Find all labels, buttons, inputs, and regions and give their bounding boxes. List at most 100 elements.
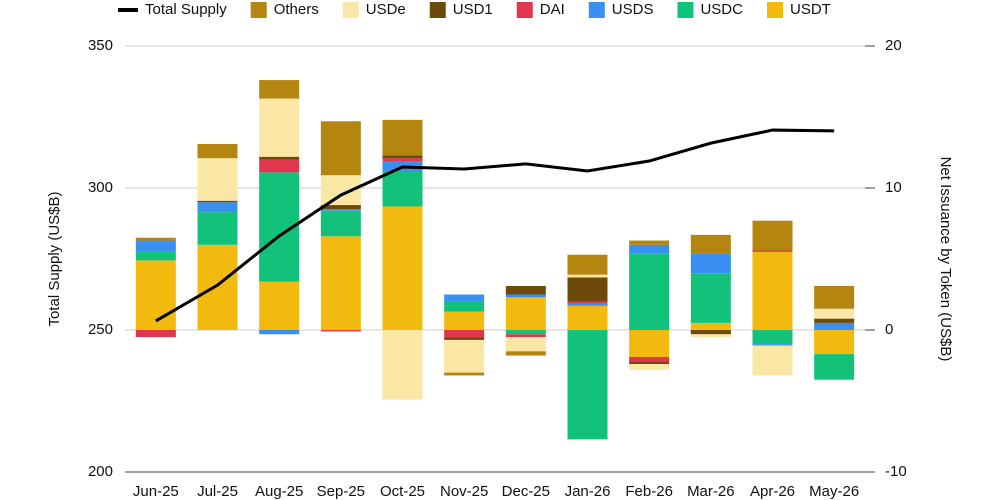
- line-series: [155, 128, 835, 323]
- bar-segment: [259, 159, 300, 173]
- legend-swatch: [588, 2, 605, 18]
- y2-tick-label: -10: [885, 463, 907, 480]
- x-tick-label: Nov-25: [440, 483, 488, 500]
- bar-segment: [505, 294, 546, 298]
- bar-segment: [444, 294, 485, 302]
- bar-segment: [814, 322, 855, 330]
- y-tick-label: 250: [88, 321, 113, 338]
- bar-segment: [382, 206, 423, 330]
- bar-segment: [629, 253, 670, 330]
- bar-segment: [814, 318, 855, 323]
- bar-segment: [567, 274, 608, 278]
- legend-label: USDC: [700, 1, 743, 18]
- bar-segment: [320, 121, 361, 176]
- x-tick-label: Jan-26: [565, 483, 611, 500]
- x-tick-label: Oct-25: [380, 483, 425, 500]
- bar-segment: [690, 322, 731, 330]
- bar-segment: [814, 330, 855, 355]
- bar-segment: [752, 250, 793, 252]
- bar-segment: [752, 330, 793, 345]
- bar-segment: [382, 155, 423, 159]
- bar-segment: [135, 260, 176, 330]
- bar-segment: [197, 158, 238, 201]
- legend-label: USDe: [366, 1, 406, 18]
- bar-segment: [629, 356, 670, 362]
- bar-segment: [444, 372, 485, 376]
- bar-segment: [690, 253, 731, 274]
- bar-segment: [752, 220, 793, 251]
- bar-segment: [259, 98, 300, 157]
- bar-segment: [814, 285, 855, 309]
- bar-segment: [629, 364, 670, 370]
- bar-segment: [752, 344, 793, 346]
- x-tick-label: May-26: [809, 483, 859, 500]
- bar-segment: [567, 301, 608, 304]
- bar-segment: [690, 234, 731, 254]
- x-tick-label: Apr-26: [750, 483, 795, 500]
- legend-swatch: [250, 2, 267, 18]
- bar-segment: [629, 240, 670, 245]
- bar-segment: [320, 209, 361, 211]
- legend-label: Others: [274, 1, 319, 18]
- legend-label: Total Supply: [145, 1, 227, 18]
- bar-segment: [505, 297, 546, 330]
- bar-segment: [382, 119, 423, 156]
- y-tick-label: 200: [88, 463, 113, 480]
- y-tick-label: 350: [88, 37, 113, 54]
- bar-segment: [567, 303, 608, 306]
- legend-swatch: [342, 2, 359, 18]
- bar-segment: [567, 330, 608, 440]
- x-tick-label: Dec-25: [502, 483, 550, 500]
- bar-segment: [690, 273, 731, 323]
- bar-segment: [320, 236, 361, 330]
- bar-segment: [259, 330, 300, 335]
- bar-segment: [505, 330, 546, 335]
- bar-segment: [320, 205, 361, 210]
- bar-segment: [320, 330, 361, 332]
- bar-segment: [259, 80, 300, 99]
- bar-segment: [505, 337, 546, 352]
- bar-segment: [197, 244, 238, 330]
- bar-segment: [197, 202, 238, 213]
- x-tick-label: Jul-25: [197, 483, 238, 500]
- y2-axis-label: Net Issuance by Token (US$B): [937, 157, 954, 362]
- bar-segment: [629, 361, 670, 365]
- bar-segment: [505, 334, 546, 338]
- bar-segment: [567, 254, 608, 275]
- legend-label: USDS: [612, 1, 654, 18]
- bar-segment: [135, 330, 176, 338]
- x-tick-label: Sep-25: [317, 483, 365, 500]
- bar-segment: [135, 237, 176, 241]
- bar-segment: [814, 354, 855, 380]
- bar-segment: [752, 251, 793, 330]
- legend-swatch: [429, 2, 446, 18]
- y-axis-label: Total Supply (US$B): [46, 191, 63, 326]
- bar-segment: [752, 345, 793, 376]
- legend-swatch: [766, 2, 783, 18]
- y2-tick-label: 10: [885, 179, 902, 196]
- bar-segment: [382, 330, 423, 400]
- legend-swatch: [516, 2, 533, 18]
- bar-segment: [197, 200, 238, 203]
- legend-label: USDT: [790, 1, 831, 18]
- x-tick-label: Jun-25: [133, 483, 179, 500]
- bar-segment: [135, 251, 176, 261]
- bar-segment: [444, 339, 485, 373]
- bar-segment: [505, 351, 546, 356]
- bar-segment: [629, 330, 670, 357]
- bar-segment: [320, 210, 361, 237]
- bar-segment: [505, 285, 546, 295]
- bar-segment: [197, 143, 238, 159]
- legend-swatch: [677, 2, 694, 18]
- bar-segment: [259, 156, 300, 160]
- bar-segment: [567, 305, 608, 330]
- x-tick-label: Aug-25: [255, 483, 303, 500]
- bar-segment: [690, 334, 731, 338]
- bar-segment: [629, 244, 670, 254]
- bar-segment: [444, 337, 485, 340]
- x-tick-label: Feb-26: [625, 483, 673, 500]
- bar-segment: [382, 158, 423, 162]
- y2-tick-label: 20: [885, 37, 902, 54]
- y2-tick-label: 0: [885, 321, 893, 338]
